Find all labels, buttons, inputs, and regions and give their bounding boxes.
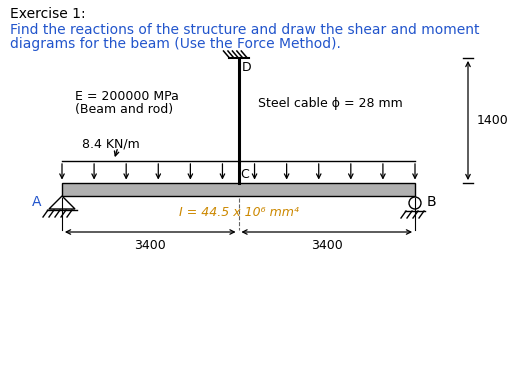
Text: 8.4 KN/m: 8.4 KN/m <box>82 138 140 150</box>
Text: Find the reactions of the structure and draw the shear and moment: Find the reactions of the structure and … <box>10 23 479 37</box>
Text: B: B <box>427 195 436 209</box>
Text: diagrams for the beam (Use the Force Method).: diagrams for the beam (Use the Force Met… <box>10 37 341 51</box>
Text: C: C <box>241 168 249 181</box>
Text: 3400: 3400 <box>134 239 166 252</box>
Text: D: D <box>242 61 251 74</box>
Text: A: A <box>31 195 41 210</box>
Text: (Beam and rod): (Beam and rod) <box>75 102 173 115</box>
Text: 3400: 3400 <box>311 239 342 252</box>
Text: 1400: 1400 <box>477 114 509 127</box>
Bar <box>62 183 415 196</box>
Text: Steel cable ϕ = 28 mm: Steel cable ϕ = 28 mm <box>258 96 402 109</box>
Text: E = 200000 MPa: E = 200000 MPa <box>75 90 179 102</box>
Text: Exercise 1:: Exercise 1: <box>10 7 85 21</box>
Text: I = 44.5 x 10⁶ mm⁴: I = 44.5 x 10⁶ mm⁴ <box>178 205 298 218</box>
